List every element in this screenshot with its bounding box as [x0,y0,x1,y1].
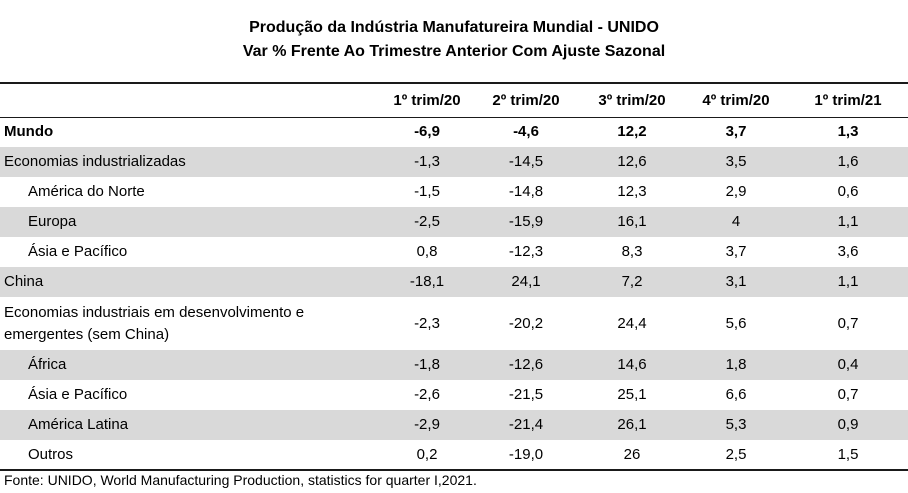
cell-value: 8,3 [621,243,643,260]
cell-value: 0,2 [416,445,438,463]
table-row-china: China -18,1 24,1 7,2 3,1 1,1 [0,267,908,297]
cell-value: 3,1 [725,273,747,290]
row-label: Economias industriais em desenvolvimento… [4,303,305,343]
row-label: África [28,356,67,373]
row-label: China [4,273,44,290]
cell-value: 0,4 [837,356,859,373]
cell-value: -4,6 [513,123,539,141]
table-row-asia-pacifico-emergentes: Ásia e Pacífico -2,6 -21,5 25,1 6,6 0,7 [0,380,908,410]
table-row-outros: Outros 0,2 -19,0 26 2,5 1,5 [0,440,908,470]
row-label: Economias industrializadas [4,153,186,170]
row-label: Ásia e Pacífico [28,243,128,260]
title-line-2: Var % Frente Ao Trimestre Anterior Com A… [242,43,666,60]
cell-value: 0,8 [416,243,438,260]
cell-value: -12,3 [508,243,544,260]
cell-value: 26,1 [617,416,647,433]
cell-value: 6,6 [725,386,747,403]
cell-value: 3,5 [725,153,747,170]
cell-value: -18,1 [409,273,445,290]
cell-value: 0,7 [837,314,859,332]
table-row-america-latina: América Latina -2,9 -21,4 26,1 5,3 0,9 [0,410,908,440]
source-footnote: Fonte: UNIDO, World Manufacturing Produc… [4,472,477,488]
cell-value: 3,7 [725,243,747,260]
header-row: 1º trim/20 2º trim/20 3º trim/20 4º trim… [0,83,908,117]
table-row-economias-industrializadas: Economias industrializadas -1,3 -14,5 12… [0,147,908,177]
cell-value: 24,4 [617,314,647,332]
cell-value: -14,8 [508,183,544,200]
cell-value: 14,6 [617,356,647,373]
row-label: Outros [28,445,74,463]
row-label: Mundo [4,123,54,141]
cell-value: 1,1 [837,213,859,230]
cell-value: -2,6 [414,386,440,403]
cell-value: -14,5 [508,153,544,170]
cell-value: -21,5 [508,386,544,403]
cell-value: 0,9 [837,416,859,433]
cell-value: -15,9 [508,213,544,230]
cell-value: -6,9 [414,123,440,141]
cell-value: 1,8 [725,356,747,373]
cell-value: 24,1 [511,273,541,290]
table-title: Produção da Indústria Manufatureira Mund… [0,16,908,64]
cell-value: -12,6 [508,356,544,373]
header-q3-20: 3º trim/20 [598,91,666,109]
cell-value: 12,6 [617,153,647,170]
cell-value: -20,2 [508,314,544,332]
table-row-asia-pacifico-industrializadas: Ásia e Pacífico 0,8 -12,3 8,3 3,7 3,6 [0,237,908,267]
cell-value: 5,3 [725,416,747,433]
cell-value: 2,9 [725,183,747,200]
cell-value: 4 [731,213,741,230]
cell-value: -1,8 [414,356,440,373]
cell-value: 3,7 [725,123,747,141]
cell-value: 5,6 [725,314,747,332]
cell-value: -19,0 [508,445,544,463]
cell-value: -1,3 [414,153,440,170]
cell-value: -2,3 [414,314,440,332]
row-label: Europa [28,213,77,230]
cell-value: 26 [623,445,641,463]
cell-value: 7,2 [621,273,643,290]
row-label: América Latina [28,416,129,433]
header-q1-20: 1º trim/20 [393,91,461,109]
row-label: Ásia e Pacífico [28,386,128,403]
cell-value: 1,1 [837,273,859,290]
row-label: América do Norte [28,183,145,200]
title-line-1: Produção da Indústria Manufatureira Mund… [249,19,659,36]
table-row-africa: África -1,8 -12,6 14,6 1,8 0,4 [0,350,908,380]
cell-value: 1,3 [837,123,859,141]
table-row-europa: Europa -2,5 -15,9 16,1 4 1,1 [0,207,908,237]
table-row-economias-em-desenvolvimento: Economias industriais em desenvolvimento… [0,297,908,350]
table-row-mundo: Mundo -6,9 -4,6 12,2 3,7 1,3 [0,117,908,147]
cell-value: -2,5 [414,213,440,230]
cell-value: 3,6 [837,243,859,260]
cell-value: 0,6 [837,183,859,200]
header-q4-20: 4º trim/20 [702,91,770,109]
cell-value: 1,5 [837,445,859,463]
table-row-america-do-norte: América do Norte -1,5 -14,8 12,3 2,9 0,6 [0,177,908,207]
header-region [0,83,382,117]
cell-value: 12,2 [617,123,647,141]
header-q2-20: 2º trim/20 [492,91,560,109]
cell-value: -1,5 [414,183,440,200]
manufacturing-production-table: 1º trim/20 2º trim/20 3º trim/20 4º trim… [0,82,908,471]
cell-value: -21,4 [508,416,544,433]
cell-value: -2,9 [414,416,440,433]
cell-value: 0,7 [837,386,859,403]
cell-value: 25,1 [617,386,647,403]
cell-value: 1,6 [837,153,859,170]
cell-value: 12,3 [617,183,647,200]
cell-value: 16,1 [617,213,647,230]
header-q1-21: 1º trim/21 [814,91,882,109]
cell-value: 2,5 [725,445,747,463]
